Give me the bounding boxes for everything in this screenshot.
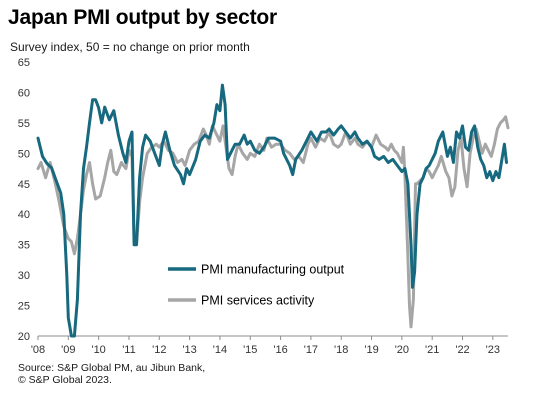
source-line-1: Source: S&P Global PM, au Jibun Bank, bbox=[18, 362, 206, 374]
y-tick-label: 20 bbox=[18, 331, 30, 343]
series-layer bbox=[36, 83, 510, 338]
x-tick-label: '15 bbox=[243, 344, 257, 356]
series-line-services bbox=[36, 115, 510, 329]
x-tick-label: '17 bbox=[304, 344, 318, 356]
y-tick-label: 60 bbox=[18, 87, 30, 99]
x-tick-label: '14 bbox=[213, 344, 227, 356]
y-tick-label: 45 bbox=[18, 179, 30, 191]
legend-label: PMI services activity bbox=[201, 294, 315, 308]
chart-subtitle: Survey index, 50 = no change on prior mo… bbox=[10, 40, 250, 54]
x-tick-label: '21 bbox=[425, 344, 439, 356]
y-axis: 20 25 30 35 40 45 50 55 60 65 bbox=[18, 57, 30, 343]
x-tick-label: '12 bbox=[152, 344, 166, 356]
legend: PMI manufacturing output PMI services act… bbox=[168, 263, 345, 308]
y-tick-label: 25 bbox=[18, 301, 30, 313]
y-tick-label: 40 bbox=[18, 209, 30, 221]
x-tick-label: '18 bbox=[334, 344, 348, 356]
x-tick-label: '23 bbox=[486, 344, 500, 356]
y-tick-label: 30 bbox=[18, 270, 30, 282]
source-note: Source: S&P Global PM, au Jibun Bank, © … bbox=[18, 362, 205, 386]
x-axis: '08 '09 '10 '11 '12 '13 '14 '15 '16 '17 '18 '19 '20 '… bbox=[31, 335, 508, 356]
y-tick-label: 55 bbox=[18, 118, 30, 130]
series-line-manufacturing bbox=[36, 83, 508, 338]
y-tick-label: 35 bbox=[18, 240, 30, 252]
chart-title: Japan PMI output by sector bbox=[8, 6, 277, 29]
source-line-2: © S&P Global 2023. bbox=[18, 374, 112, 386]
x-tick-label: '11 bbox=[122, 344, 136, 356]
x-tick-label: '22 bbox=[455, 344, 469, 356]
x-tick-label: '20 bbox=[395, 344, 409, 356]
legend-label: PMI manufacturing output bbox=[201, 263, 345, 277]
x-tick-label: '10 bbox=[91, 344, 105, 356]
x-tick-label: '13 bbox=[182, 344, 196, 356]
x-tick-label: '16 bbox=[273, 344, 287, 356]
x-tick-label: '08 bbox=[31, 344, 45, 356]
x-tick-label: '19 bbox=[364, 344, 378, 356]
x-tick-label: '09 bbox=[61, 344, 75, 356]
y-tick-label: 50 bbox=[18, 148, 30, 160]
y-tick-label: 65 bbox=[18, 57, 30, 69]
